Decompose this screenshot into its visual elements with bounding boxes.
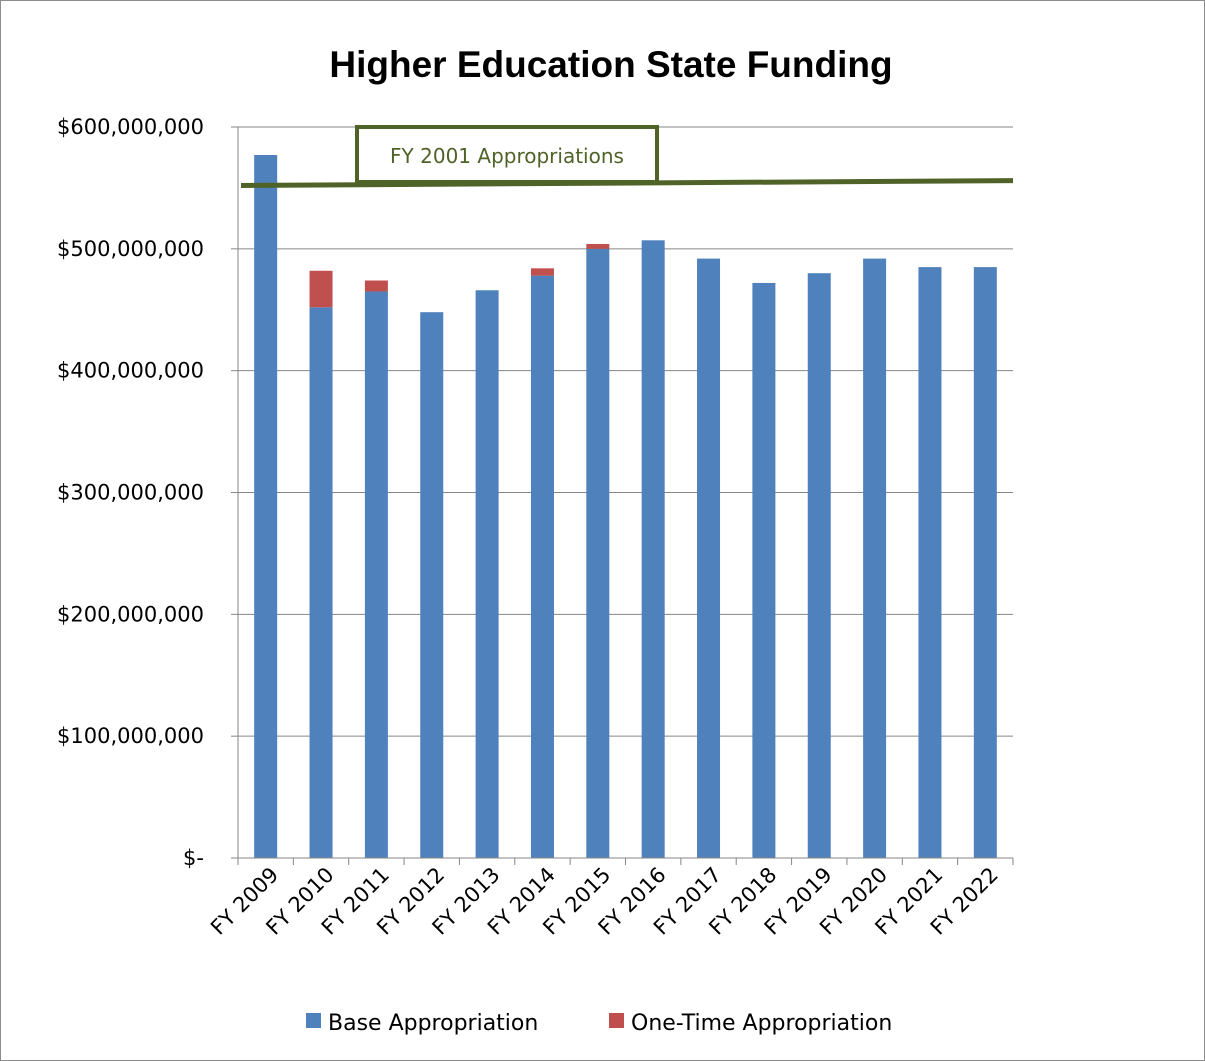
legend-swatch xyxy=(306,1013,321,1028)
y-tick-labels: $- $100,000,000 $200,000,000 $300,000,000 $4… xyxy=(57,115,204,870)
axes xyxy=(231,126,1014,865)
bar-base xyxy=(254,155,278,858)
y-tick-label: $500,000,000 xyxy=(57,237,204,261)
bar-base xyxy=(973,267,997,858)
bar-base xyxy=(863,258,887,859)
chart-title: Higher Education State Funding xyxy=(329,44,892,85)
bar-base xyxy=(918,267,942,858)
gridlines xyxy=(238,126,1013,737)
bar-base xyxy=(475,290,499,858)
bar-base xyxy=(309,307,333,858)
bar-one-time xyxy=(530,268,554,276)
y-tick-label: $300,000,000 xyxy=(57,481,204,505)
legend-swatch xyxy=(609,1013,624,1028)
bar-base xyxy=(420,312,444,859)
bar-base xyxy=(697,258,721,859)
bar-one-time xyxy=(364,280,388,292)
legend-label: Base Appropriation xyxy=(328,1011,538,1036)
bar-one-time xyxy=(586,243,610,249)
bar-base xyxy=(364,291,388,859)
bar-base xyxy=(641,240,665,858)
y-tick-label: $200,000,000 xyxy=(57,602,204,626)
bar-base xyxy=(530,275,554,858)
bar-base xyxy=(586,248,610,859)
y-tick-label: $- xyxy=(183,846,204,870)
bar-one-time xyxy=(309,270,333,308)
reference-label: FY 2001 Appropriations xyxy=(390,144,624,168)
bar-base xyxy=(807,273,831,858)
reference-label-box xyxy=(355,125,659,184)
bar-base xyxy=(752,282,776,858)
legend: Base Appropriation One-Time Appropriation xyxy=(306,1011,892,1036)
y-tick-label: $600,000,000 xyxy=(57,115,204,139)
bars xyxy=(254,155,997,859)
reference-line-group: FY 2001 Appropriations xyxy=(240,125,1014,188)
y-tick-label: $400,000,000 xyxy=(57,359,204,383)
legend-label: One-Time Appropriation xyxy=(631,1011,892,1036)
y-tick-label: $100,000,000 xyxy=(57,724,204,748)
